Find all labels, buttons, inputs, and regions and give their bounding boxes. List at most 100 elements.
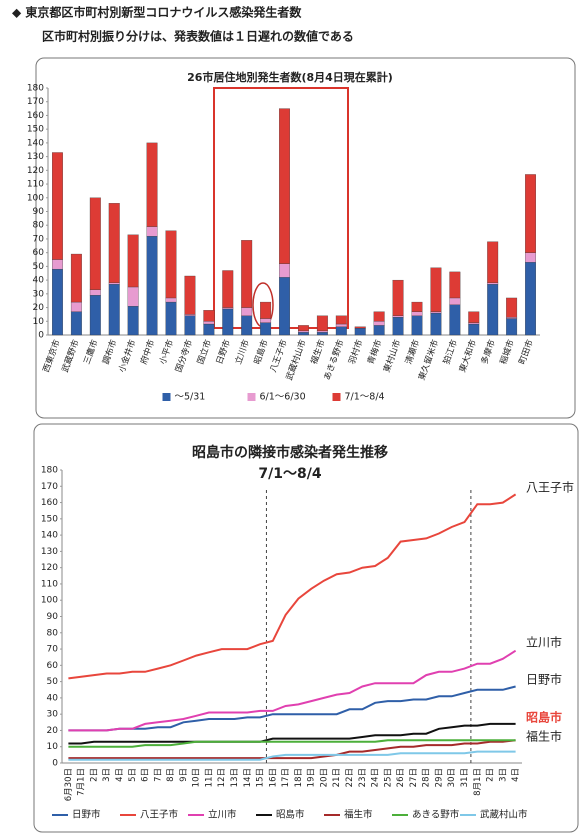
bar-segment [222, 307, 234, 310]
x-tick-label: 羽村市 [346, 338, 365, 366]
y-tick-label: 110 [27, 180, 44, 190]
y-tick-label: 160 [41, 498, 58, 508]
bar-segment [127, 286, 139, 307]
x-tick-label: 調布市 [100, 338, 119, 366]
bar-segment [430, 311, 442, 314]
x-tick-label: 東村山市 [381, 338, 403, 374]
y-tick-label: 20 [33, 303, 45, 313]
y-tick-label: 40 [33, 276, 45, 286]
series-line [68, 685, 516, 732]
bar-segment [373, 325, 385, 336]
x-tick-label: 多摩市 [479, 338, 498, 366]
bar-segment [411, 315, 423, 336]
bar-segment [316, 330, 328, 333]
bar-segment [203, 321, 215, 325]
bar-segment [411, 301, 423, 312]
bar-segment [392, 317, 404, 336]
bar-segment [373, 311, 385, 322]
x-tick-label: 30日 [447, 768, 457, 787]
y-tick-label: 110 [41, 579, 58, 589]
bar-segment [184, 275, 196, 315]
series-line [68, 739, 516, 760]
x-tick-label: 6日 [141, 768, 151, 782]
bar-segment [260, 301, 272, 319]
y-tick-label: 20 [47, 726, 59, 736]
y-tick-label: 180 [27, 84, 44, 94]
x-tick-label: 19日 [307, 768, 317, 787]
bar-segment [203, 310, 215, 322]
bar-segment [165, 301, 177, 336]
x-tick-label: 22日 [345, 768, 355, 787]
x-tick-label: 28日 [422, 768, 432, 787]
bar-segment [279, 277, 290, 336]
y-tick-label: 0 [52, 759, 58, 769]
series-line [68, 739, 516, 748]
x-tick-label: 町田市 [517, 338, 536, 366]
bar-segment [354, 326, 366, 329]
bar-segment [430, 312, 442, 336]
x-tick-label: 27日 [409, 768, 419, 787]
bar-segment [184, 314, 196, 316]
x-tick-label: 日野市 [214, 338, 233, 366]
chart-frame [33, 423, 579, 833]
bar-segment [241, 240, 253, 308]
x-tick-label: 2日 [486, 768, 496, 782]
bar-segment [449, 304, 461, 336]
chart-title: 26市居住地別発生者数(8月4日現在累計) [187, 70, 393, 84]
bar-segment [525, 262, 536, 336]
x-tick-label: 31日 [460, 768, 470, 787]
bar-segment [241, 315, 253, 336]
legend-swatch [247, 393, 256, 401]
y-tick-label: 130 [27, 152, 44, 162]
x-tick-label: 10日 [192, 768, 202, 787]
bar-segment [316, 332, 328, 336]
bar-segment [335, 323, 347, 327]
x-tick-label: 府中市 [138, 338, 157, 366]
bar-segment [298, 330, 309, 333]
series-line [68, 750, 516, 761]
bar-segment [506, 297, 518, 318]
header-line: 区市町村別振り分けは、発表数値は１日遅れの数値である [42, 29, 354, 44]
y-tick-label: 50 [33, 262, 45, 272]
bar-segment [335, 326, 347, 336]
bar-segment [354, 327, 366, 336]
y-tick-label: 10 [47, 742, 59, 752]
y-tick-label: 70 [33, 234, 45, 244]
bar-segment [89, 197, 101, 290]
bar-segment [260, 322, 272, 336]
bar-segment [298, 332, 309, 336]
y-tick-label: 70 [47, 645, 59, 655]
x-tick-label: 国立市 [195, 338, 214, 366]
bar-segment [335, 315, 347, 325]
y-tick-label: 150 [41, 514, 58, 524]
legend-label: あきる野市 [412, 809, 460, 821]
legend-label: 八王子市 [140, 809, 179, 821]
x-tick-label: 15日 [256, 768, 266, 787]
bar-segment [146, 142, 158, 227]
y-tick-label: 150 [27, 125, 44, 135]
x-tick-label: 小金井市 [116, 338, 138, 374]
bar-segment [70, 301, 82, 312]
bar-segment [525, 252, 536, 263]
end-label: 福生市 [526, 729, 562, 744]
bar-segment [165, 297, 177, 303]
bar-segment [222, 270, 234, 308]
y-tick-label: 170 [27, 97, 44, 107]
bar-segment [165, 230, 177, 299]
bar-segment [411, 311, 423, 316]
y-tick-label: 100 [27, 193, 44, 203]
x-tick-label: 26日 [396, 768, 406, 787]
x-tick-label: 7月1日 [77, 768, 87, 796]
bar-segment [525, 174, 536, 253]
bar-segment [373, 321, 385, 326]
y-tick-label: 100 [41, 596, 58, 606]
chart-subtitle: 7/1～8/4 [258, 466, 321, 482]
bar-segment [260, 318, 272, 323]
bar-segment [468, 323, 480, 336]
bar-segment [506, 317, 518, 319]
x-tick-label: 国分寺市 [173, 338, 195, 374]
x-tick-label: 7日 [153, 768, 163, 782]
x-tick-label: 16日 [268, 768, 278, 787]
x-tick-label: 3日 [498, 768, 508, 782]
x-tick-label: 狛江市 [441, 338, 460, 366]
